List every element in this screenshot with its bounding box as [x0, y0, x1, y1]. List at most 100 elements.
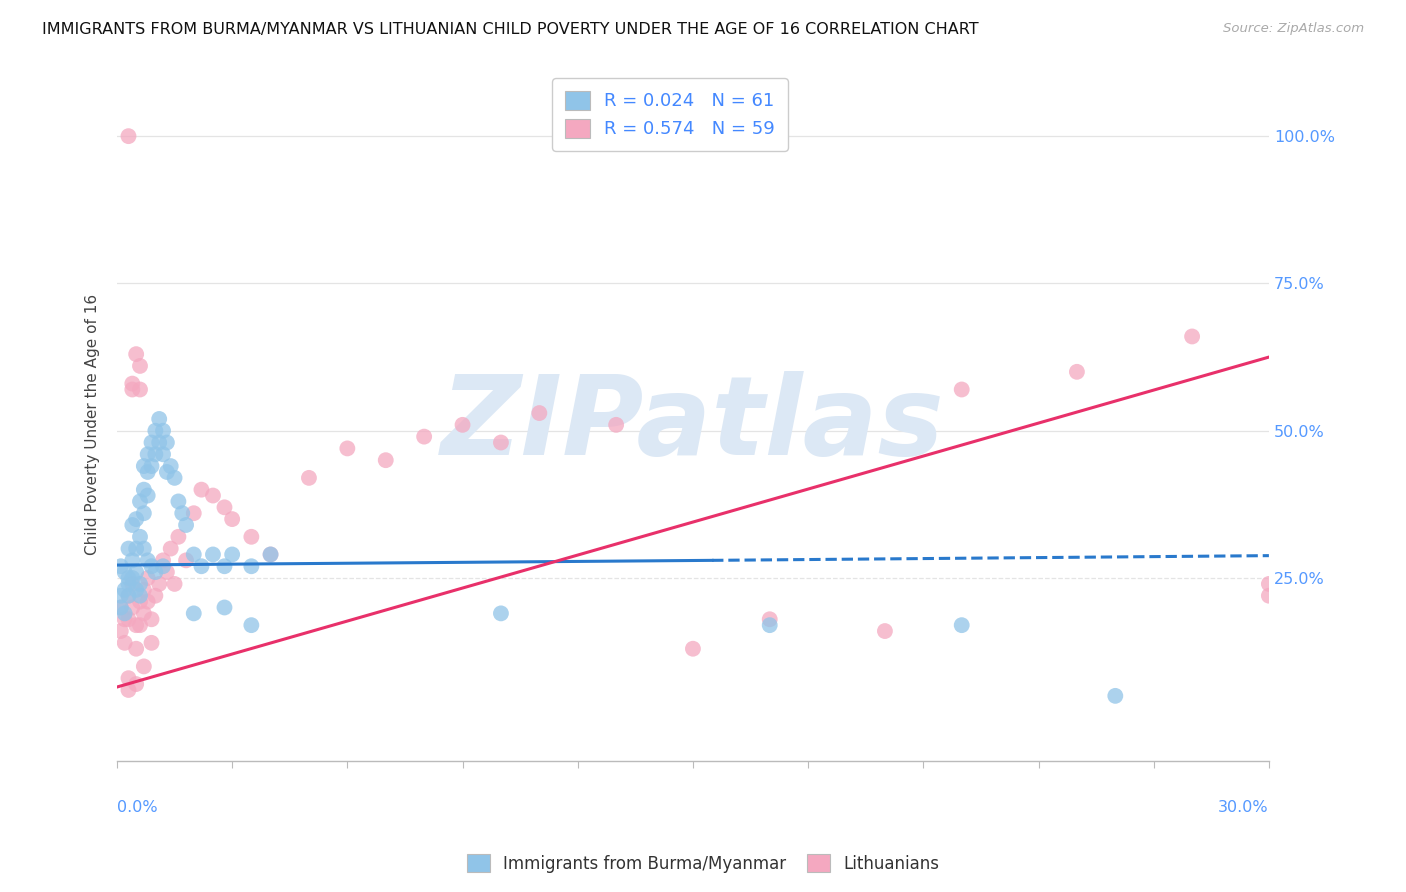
Point	[145, 565, 167, 579]
Point	[152, 447, 174, 461]
Point	[167, 494, 190, 508]
Point	[145, 447, 167, 461]
Point	[201, 489, 224, 503]
Point	[129, 530, 152, 544]
Point	[152, 553, 174, 567]
Point	[129, 494, 152, 508]
Point	[1257, 589, 1279, 603]
Point	[117, 589, 139, 603]
Point	[152, 559, 174, 574]
Point	[141, 435, 163, 450]
Point	[121, 577, 143, 591]
Point	[117, 541, 139, 556]
Point	[1066, 365, 1088, 379]
Point	[110, 600, 132, 615]
Point	[117, 571, 139, 585]
Point	[163, 471, 186, 485]
Point	[174, 553, 197, 567]
Point	[121, 376, 143, 391]
Point	[129, 383, 152, 397]
Text: 0.0%: 0.0%	[117, 799, 157, 814]
Point	[374, 453, 396, 467]
Point	[489, 607, 512, 621]
Point	[117, 683, 139, 698]
Point	[136, 571, 159, 585]
Point	[110, 589, 132, 603]
Point	[152, 424, 174, 438]
Point	[132, 483, 155, 497]
Point	[117, 589, 139, 603]
Point	[114, 582, 136, 597]
Point	[240, 618, 263, 632]
Point	[132, 607, 155, 621]
Legend: R = 0.024   N = 61, R = 0.574   N = 59: R = 0.024 N = 61, R = 0.574 N = 59	[553, 78, 787, 151]
Point	[125, 512, 148, 526]
Point	[682, 641, 704, 656]
Point	[240, 530, 263, 544]
Y-axis label: Child Poverty Under the Age of 16: Child Poverty Under the Age of 16	[86, 294, 100, 556]
Point	[129, 577, 152, 591]
Point	[167, 530, 190, 544]
Point	[129, 589, 152, 603]
Point	[136, 447, 159, 461]
Point	[114, 636, 136, 650]
Point	[145, 424, 167, 438]
Point	[259, 548, 281, 562]
Point	[240, 559, 263, 574]
Point	[129, 594, 152, 608]
Point	[298, 471, 321, 485]
Point	[125, 618, 148, 632]
Point	[950, 618, 973, 632]
Point	[950, 383, 973, 397]
Point	[136, 465, 159, 479]
Point	[125, 677, 148, 691]
Point	[117, 671, 139, 685]
Point	[214, 500, 236, 515]
Point	[136, 553, 159, 567]
Point	[148, 412, 170, 426]
Point	[489, 435, 512, 450]
Point	[121, 383, 143, 397]
Point	[1257, 577, 1279, 591]
Point	[156, 565, 179, 579]
Point	[1104, 689, 1126, 703]
Point	[758, 618, 780, 632]
Point	[110, 559, 132, 574]
Point	[451, 417, 474, 432]
Point	[132, 459, 155, 474]
Point	[259, 548, 281, 562]
Point	[121, 553, 143, 567]
Point	[758, 612, 780, 626]
Point	[156, 435, 179, 450]
Text: 30.0%: 30.0%	[1218, 799, 1268, 814]
Point	[141, 636, 163, 650]
Point	[129, 359, 152, 373]
Point	[114, 607, 136, 621]
Point	[336, 442, 359, 456]
Text: ZIPatlas: ZIPatlas	[441, 371, 945, 478]
Point	[117, 129, 139, 144]
Point	[190, 559, 212, 574]
Point	[221, 512, 243, 526]
Point	[873, 624, 896, 638]
Point	[172, 506, 194, 520]
Point	[141, 559, 163, 574]
Point	[114, 565, 136, 579]
Point	[121, 571, 143, 585]
Point	[136, 489, 159, 503]
Point	[159, 459, 181, 474]
Point	[141, 459, 163, 474]
Point	[110, 624, 132, 638]
Point	[183, 506, 205, 520]
Point	[132, 541, 155, 556]
Point	[183, 548, 205, 562]
Point	[132, 659, 155, 673]
Point	[148, 577, 170, 591]
Point	[121, 518, 143, 533]
Point	[132, 506, 155, 520]
Point	[125, 641, 148, 656]
Point	[141, 612, 163, 626]
Point	[156, 465, 179, 479]
Point	[174, 518, 197, 533]
Point	[605, 417, 627, 432]
